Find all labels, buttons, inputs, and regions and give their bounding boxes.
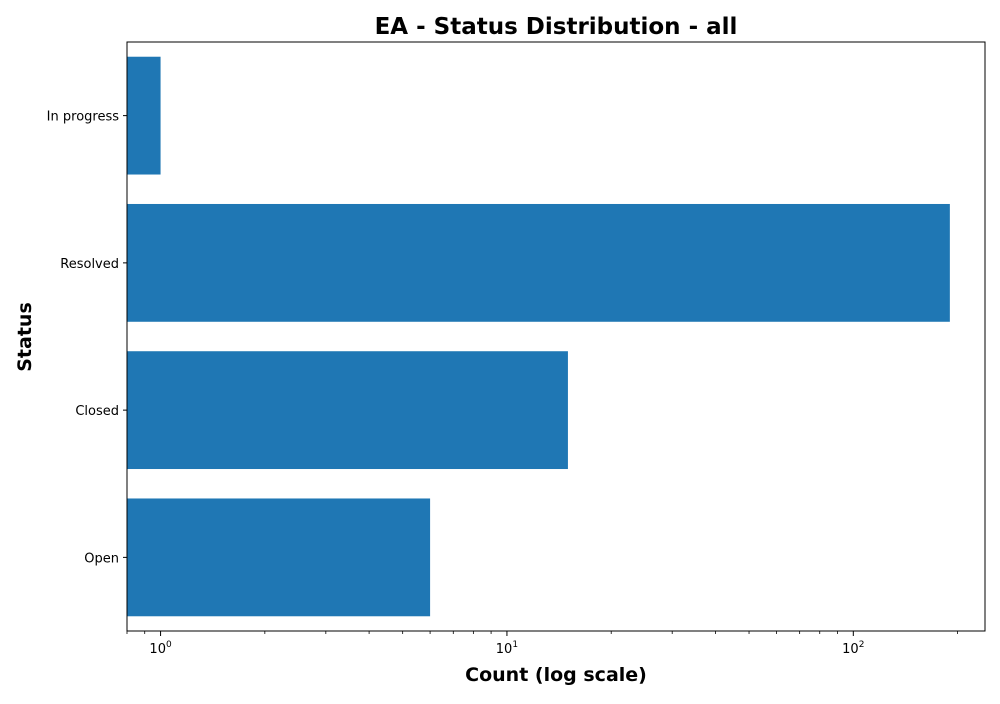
y-tick-label-resolved: Resolved: [60, 257, 119, 272]
y-tick-label-in-progress: In progress: [47, 110, 120, 125]
y-tick-label-open: Open: [84, 551, 119, 566]
y-axis-label: Status: [14, 302, 36, 372]
x-tick-label-1: 101: [496, 640, 518, 657]
x-axis: 100 101 102: [126, 631, 958, 657]
bar-in-progress: [127, 56, 161, 175]
bar-resolved: [127, 203, 950, 322]
chart-title: EA - Status Distribution - all: [375, 14, 738, 40]
x-axis-label: Count (log scale): [465, 664, 647, 686]
bar-open: [127, 498, 431, 617]
plot-frame: [126, 41, 986, 632]
x-tick-label-2: 102: [842, 640, 864, 657]
y-axis: Open Closed Resolved In progress: [47, 110, 127, 566]
y-tick-label-closed: Closed: [75, 404, 119, 419]
x-tick-label-0: 100: [149, 640, 172, 657]
bars-group: [127, 56, 950, 617]
bar-closed: [127, 351, 568, 470]
